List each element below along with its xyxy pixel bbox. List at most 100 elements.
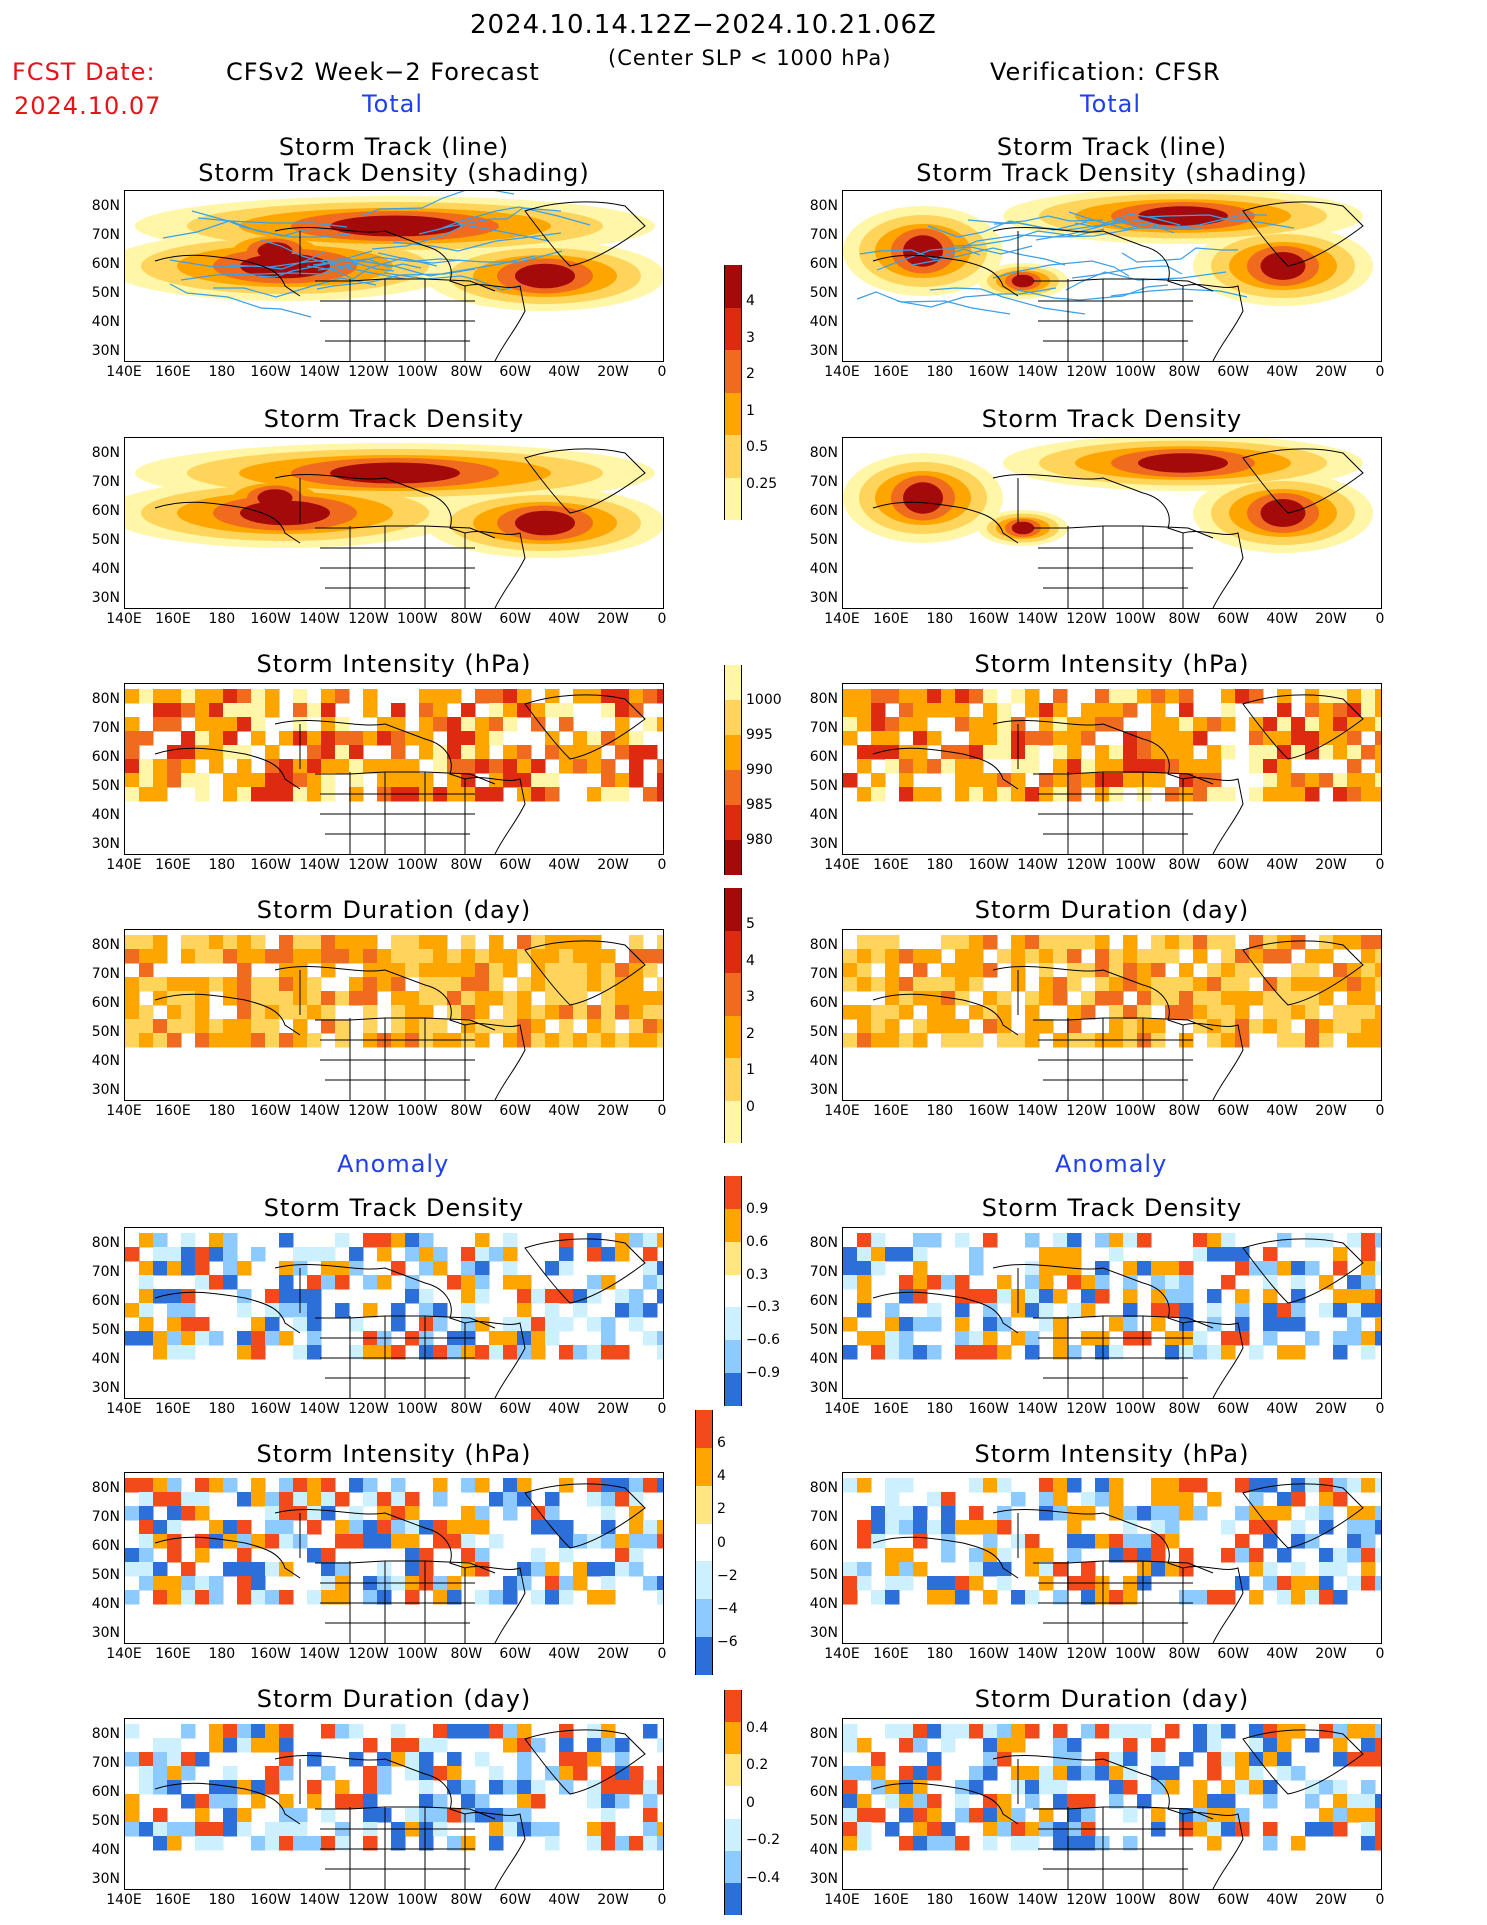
lat-label: 30N bbox=[91, 1380, 120, 1396]
panel-title-anom-density-left: Storm Track Density bbox=[263, 1194, 525, 1222]
lon-label: 160E bbox=[873, 1892, 909, 1908]
colorbar-intensity-anom-swatch bbox=[695, 1447, 713, 1486]
lat-label: 60N bbox=[809, 749, 838, 765]
lon-label: 180 bbox=[208, 611, 236, 627]
lat-label: 40N bbox=[809, 561, 838, 577]
lat-label: 60N bbox=[91, 256, 120, 272]
lon-label: 0 bbox=[1375, 1103, 1385, 1119]
lat-label: 50N bbox=[91, 285, 120, 301]
lon-label: 180 bbox=[208, 364, 236, 380]
lon-label: 160E bbox=[155, 611, 191, 627]
lon-label: 140W bbox=[1017, 364, 1058, 380]
lon-label: 140W bbox=[1017, 1401, 1058, 1417]
lat-label: 80N bbox=[809, 1480, 838, 1496]
lon-label: 80W bbox=[450, 1646, 483, 1662]
colorbar-density-anom-label: 0.3 bbox=[746, 1266, 769, 1283]
lon-label: 160E bbox=[155, 857, 191, 873]
lon-label: 0 bbox=[657, 1646, 667, 1662]
lon-label: 80W bbox=[450, 857, 483, 873]
map-svg-anom-intensity-right bbox=[843, 1478, 1381, 1643]
fcst-date-label: FCST Date: bbox=[12, 58, 156, 86]
lon-label: 120W bbox=[348, 857, 389, 873]
lon-label: 100W bbox=[397, 611, 438, 627]
lat-label: 70N bbox=[91, 1509, 120, 1525]
map-panel-anom-duration-right bbox=[842, 1718, 1382, 1890]
lon-label: 100W bbox=[397, 364, 438, 380]
lon-label: 140W bbox=[299, 1103, 340, 1119]
lon-label: 160W bbox=[968, 1892, 1009, 1908]
colorbar-duration-anom-swatch bbox=[724, 1754, 742, 1787]
panel-title-anom-intensity-left: Storm Intensity (hPa) bbox=[256, 1440, 532, 1468]
lat-label: 40N bbox=[91, 1053, 120, 1069]
lon-label: 60W bbox=[499, 1892, 532, 1908]
map-svg-duration-right bbox=[843, 935, 1381, 1100]
colorbar-intensity-total-swatch bbox=[724, 665, 742, 700]
colorbar-intensity-total-swatch bbox=[724, 770, 742, 805]
lon-label: 40W bbox=[548, 1892, 580, 1908]
colorbar-density-anom-label: −0.3 bbox=[746, 1299, 780, 1316]
lon-label: 60W bbox=[1217, 1646, 1250, 1662]
lon-label: 40W bbox=[548, 1103, 580, 1119]
colorbar-density-anom-label: 0.6 bbox=[746, 1233, 769, 1250]
colorbar-intensity-total-label: 1000 bbox=[746, 692, 782, 708]
colorbar-density-total-swatch bbox=[724, 477, 742, 520]
lon-label: 180 bbox=[208, 1401, 236, 1417]
lon-label: 60W bbox=[499, 1401, 532, 1417]
map-panel-intensity-left bbox=[124, 683, 664, 855]
map-svg-anom-duration-left bbox=[125, 1724, 663, 1889]
lon-label: 40W bbox=[1266, 1103, 1298, 1119]
colorbar-density-anom-swatch bbox=[724, 1176, 742, 1209]
map-panel-track-right bbox=[842, 190, 1382, 362]
colorbar-intensity-anom-label: −4 bbox=[717, 1600, 738, 1617]
panel-title-duration-left: Storm Duration (day) bbox=[256, 896, 532, 924]
lon-label: 140E bbox=[824, 1103, 860, 1119]
colorbar-duration-total-label: 1 bbox=[746, 1062, 755, 1079]
lat-label: 40N bbox=[809, 807, 838, 823]
lon-label: 160W bbox=[250, 1401, 291, 1417]
lon-label: 40W bbox=[1266, 611, 1298, 627]
colorbar-intensity-anom-swatch bbox=[695, 1410, 713, 1448]
lon-label: 120W bbox=[348, 1401, 389, 1417]
lon-label: 60W bbox=[499, 857, 532, 873]
lon-label: 0 bbox=[657, 611, 667, 627]
colorbar-density-anom-label: 0.9 bbox=[746, 1200, 769, 1217]
lon-label: 80W bbox=[450, 1103, 483, 1119]
colorbar-intensity-total-swatch bbox=[724, 805, 742, 840]
panel-title-intensity-left: Storm Intensity (hPa) bbox=[256, 650, 532, 678]
colorbar-intensity-total-label: 990 bbox=[746, 762, 773, 778]
lon-label: 40W bbox=[548, 857, 580, 873]
lon-label: 180 bbox=[208, 1892, 236, 1908]
lat-label: 40N bbox=[91, 561, 120, 577]
colorbar-duration-anom-swatch bbox=[724, 1690, 742, 1723]
lon-label: 120W bbox=[1066, 611, 1107, 627]
lon-label: 160E bbox=[155, 1646, 191, 1662]
panel-title-intensity-right: Storm Intensity (hPa) bbox=[974, 650, 1250, 678]
lon-label: 180 bbox=[926, 1892, 954, 1908]
lat-label: 70N bbox=[91, 1755, 120, 1771]
lon-label: 160W bbox=[250, 1103, 291, 1119]
lon-label: 180 bbox=[926, 364, 954, 380]
lat-label: 80N bbox=[809, 1726, 838, 1742]
colorbar-intensity-total-label: 980 bbox=[746, 832, 773, 848]
lon-label: 80W bbox=[450, 1892, 483, 1908]
lon-label: 160W bbox=[250, 1646, 291, 1662]
lat-label: 80N bbox=[91, 1726, 120, 1742]
lat-label: 50N bbox=[91, 1813, 120, 1829]
colorbar-intensity-anom-label: −6 bbox=[717, 1633, 738, 1650]
panel-title-density-right: Storm Track Density bbox=[981, 405, 1243, 433]
lat-label: 70N bbox=[91, 1264, 120, 1280]
colorbar-density-total-swatch bbox=[724, 307, 742, 350]
map-svg-density-left bbox=[125, 443, 663, 608]
lat-label: 40N bbox=[809, 1351, 838, 1367]
map-svg-density-right bbox=[843, 438, 1373, 608]
colorbar-density-total-swatch bbox=[724, 392, 742, 435]
colorbar-intensity-anom-swatch bbox=[695, 1637, 713, 1675]
lat-label: 70N bbox=[809, 720, 838, 736]
colorbar-duration-anom-swatch bbox=[724, 1882, 742, 1915]
lon-label: 0 bbox=[1375, 364, 1385, 380]
lat-label: 80N bbox=[91, 445, 120, 461]
lon-label: 140E bbox=[824, 1892, 860, 1908]
panel-title-anom-duration-right: Storm Duration (day) bbox=[974, 1685, 1250, 1713]
colorbar-duration-total-label: 5 bbox=[746, 916, 755, 933]
colorbar-intensity-anom-label: 0 bbox=[717, 1534, 726, 1551]
